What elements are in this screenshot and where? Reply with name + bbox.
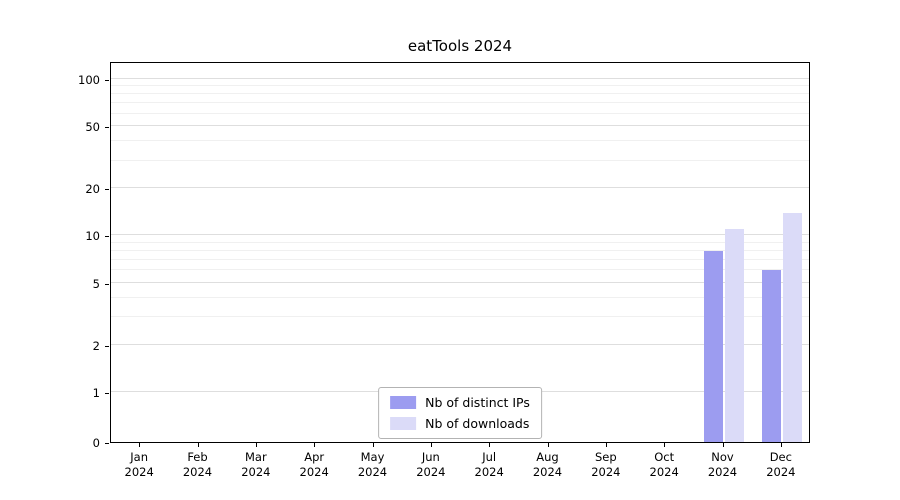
x-tick-label: Nov 2024 bbox=[694, 450, 752, 480]
x-tick-label: Dec 2024 bbox=[752, 450, 810, 480]
x-tick-year: 2024 bbox=[241, 465, 271, 479]
y-tick-label: 100 bbox=[78, 72, 100, 87]
legend: Nb of distinct IPs Nb of downloads bbox=[378, 387, 542, 439]
x-tick-year: 2024 bbox=[416, 465, 446, 479]
gridline-minor bbox=[111, 85, 809, 87]
x-tick-mark bbox=[197, 443, 199, 447]
x-tick-mark bbox=[722, 443, 724, 447]
gridline-minor bbox=[111, 102, 809, 104]
x-tick-month: Jul bbox=[482, 450, 497, 464]
gridline-major bbox=[111, 77, 809, 79]
x-tick-year: 2024 bbox=[649, 465, 679, 479]
plot-area bbox=[110, 62, 810, 443]
x-tick-mark bbox=[489, 443, 491, 447]
gridline-minor bbox=[111, 159, 809, 161]
legend-swatch bbox=[390, 396, 417, 409]
gridline-major bbox=[111, 281, 809, 283]
y-tick-mark bbox=[105, 236, 109, 238]
bar-distinct-ips-dec bbox=[761, 270, 781, 442]
gridline-major bbox=[111, 187, 809, 189]
x-tick-year: 2024 bbox=[591, 465, 621, 479]
y-tick-mark bbox=[105, 393, 109, 394]
gridline-major bbox=[111, 234, 809, 236]
x-tick-year: 2024 bbox=[182, 465, 213, 479]
gridline-minor bbox=[111, 258, 809, 260]
y-tick-mark bbox=[105, 189, 109, 191]
gridline-major bbox=[111, 124, 809, 126]
x-tick-month: Aug bbox=[536, 450, 559, 464]
y-tick-label: 2 bbox=[92, 338, 100, 353]
x-tick-label: Jun 2024 bbox=[402, 450, 460, 480]
gridline-minor bbox=[111, 241, 809, 243]
y-tick-label: 50 bbox=[85, 119, 100, 134]
chart-title: eatTools 2024 bbox=[407, 37, 513, 55]
x-tick-year: 2024 bbox=[124, 465, 154, 479]
x-tick-month: Sep bbox=[594, 450, 617, 464]
y-tick-mark bbox=[105, 345, 109, 347]
x-tick-label: Feb 2024 bbox=[169, 450, 227, 480]
legend-label: Nb of downloads bbox=[425, 416, 530, 431]
x-tick-month: Jan bbox=[130, 450, 149, 464]
bar-downloads-dec bbox=[782, 212, 802, 442]
x-tick-label: Oct 2024 bbox=[635, 450, 693, 480]
x-tick-label: Mar 2024 bbox=[227, 450, 285, 480]
x-tick-month: May bbox=[360, 450, 385, 464]
x-tick-label: Jul 2024 bbox=[460, 450, 518, 480]
x-tick-month: Dec bbox=[769, 450, 792, 464]
x-tick-month: Feb bbox=[187, 450, 208, 464]
y-tick-label: 0 bbox=[92, 436, 100, 450]
x-tick-mark bbox=[372, 443, 374, 447]
gridline-minor bbox=[111, 316, 809, 318]
bar-downloads-nov bbox=[724, 228, 744, 442]
x-tick-year: 2024 bbox=[532, 465, 563, 479]
x-tick-label: Aug 2024 bbox=[519, 450, 577, 480]
x-tick-mark bbox=[139, 443, 141, 447]
x-tick-year: 2024 bbox=[707, 465, 738, 479]
x-tick-month: Mar bbox=[244, 450, 267, 464]
x-tick-year: 2024 bbox=[474, 465, 504, 479]
x-tick-mark bbox=[605, 443, 607, 447]
x-tick-month: Oct bbox=[654, 450, 675, 464]
y-tick-mark bbox=[105, 283, 109, 285]
gridline-minor bbox=[111, 140, 809, 142]
x-tick-mark bbox=[664, 443, 666, 447]
y-tick-label: 5 bbox=[92, 276, 100, 291]
y-tick-label: 20 bbox=[85, 182, 100, 197]
x-tick-mark bbox=[430, 443, 432, 447]
gridline-minor bbox=[111, 93, 809, 95]
x-tick-label: Jan 2024 bbox=[110, 450, 168, 480]
gridline-minor bbox=[111, 296, 809, 298]
bar-distinct-ips-nov bbox=[703, 250, 723, 442]
y-tick-mark bbox=[105, 443, 109, 444]
x-tick-year: 2024 bbox=[357, 465, 388, 479]
legend-swatch bbox=[390, 417, 417, 430]
legend-label: Nb of distinct IPs bbox=[425, 395, 530, 410]
gridline-major bbox=[111, 343, 809, 345]
x-tick-label: Sep 2024 bbox=[577, 450, 635, 480]
y-tick-mark bbox=[105, 79, 109, 81]
legend-entry: Nb of downloads bbox=[390, 416, 530, 431]
x-tick-label: May 2024 bbox=[344, 450, 402, 480]
x-tick-month: Apr bbox=[304, 450, 325, 464]
x-tick-month: Nov bbox=[711, 450, 734, 464]
y-tick-label: 10 bbox=[85, 229, 100, 244]
gridline-minor bbox=[111, 112, 809, 114]
x-tick-year: 2024 bbox=[766, 465, 796, 479]
gridline-minor bbox=[111, 249, 809, 251]
x-tick-year: 2024 bbox=[299, 465, 329, 479]
legend-entry: Nb of distinct IPs bbox=[390, 395, 530, 410]
gridline-minor bbox=[111, 269, 809, 271]
x-tick-month: Jun bbox=[421, 450, 440, 464]
x-tick-mark bbox=[547, 443, 549, 447]
y-tick-label: 1 bbox=[92, 386, 100, 400]
x-tick-mark bbox=[314, 443, 316, 447]
x-tick-mark bbox=[255, 443, 257, 447]
x-tick-label: Apr 2024 bbox=[285, 450, 343, 480]
y-tick-mark bbox=[105, 126, 109, 128]
x-tick-mark bbox=[780, 443, 782, 447]
